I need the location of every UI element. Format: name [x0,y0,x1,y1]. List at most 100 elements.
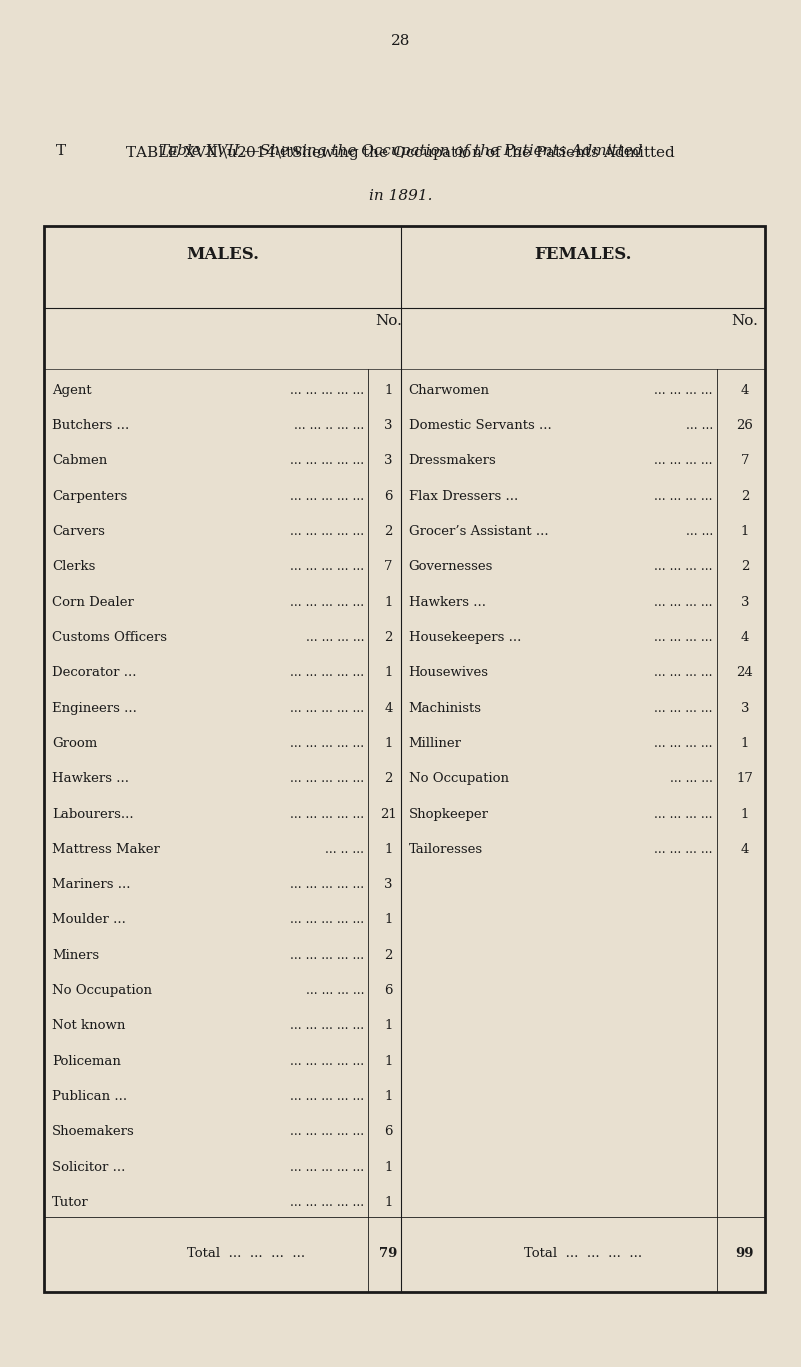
Text: 1: 1 [741,737,749,750]
Text: ... ... ... ...: ... ... ... ... [654,632,713,644]
Text: Table XVII.—​Shewing the Occupation of the Patients Admitted: Table XVII.—​Shewing the Occupation of t… [159,144,642,157]
Text: 2: 2 [384,525,392,539]
Text: 1: 1 [384,596,392,608]
Text: Carvers: Carvers [52,525,105,539]
Text: 1: 1 [384,843,392,856]
Text: ... ... ... ... ...: ... ... ... ... ... [290,1055,364,1068]
Text: Tutor: Tutor [52,1196,89,1208]
Text: 4: 4 [741,384,749,396]
Text: ... ... ... ... ...: ... ... ... ... ... [290,772,364,785]
Text: $\mathregular{T}$ABLE XVII.\u2014\itShewing the Occupation of the Patients Admit: $\mathregular{T}$ABLE XVII.\u2014\itShew… [125,144,676,161]
Text: ... ... ... ... ...: ... ... ... ... ... [290,1161,364,1174]
Text: Milliner: Milliner [409,737,461,750]
Text: MALES.: MALES. [186,246,259,262]
Text: Total  ...  ...  ...  ...: Total ... ... ... ... [187,1247,305,1260]
Text: Engineers ...: Engineers ... [52,701,137,715]
Text: Miners: Miners [52,949,99,962]
Text: Publican ...: Publican ... [52,1089,127,1103]
Text: 7: 7 [384,560,392,573]
Text: Corn Dealer: Corn Dealer [52,596,134,608]
Text: Decorator ...: Decorator ... [52,666,136,679]
Text: Groom: Groom [52,737,97,750]
Text: Agent: Agent [52,384,91,396]
Text: Charwomen: Charwomen [409,384,489,396]
Text: ... ... ... ...: ... ... ... ... [654,701,713,715]
Text: FEMALES.: FEMALES. [534,246,631,262]
Text: ... ... ... ...: ... ... ... ... [654,454,713,468]
Text: No Occupation: No Occupation [52,984,152,997]
Text: 1: 1 [384,737,392,750]
Text: ... ... ... ...: ... ... ... ... [654,843,713,856]
Text: Grocer’s Assistant ...: Grocer’s Assistant ... [409,525,548,539]
Text: ... ... ... ...: ... ... ... ... [654,489,713,503]
Text: ... ... ... ... ...: ... ... ... ... ... [290,808,364,820]
Text: Dressmakers: Dressmakers [409,454,497,468]
Text: 3: 3 [384,420,392,432]
Text: Mariners ...: Mariners ... [52,878,131,891]
Text: Butchers ...: Butchers ... [52,420,129,432]
Text: ... ... ... ...: ... ... ... ... [654,560,713,573]
Text: ... ... ... ...: ... ... ... ... [654,666,713,679]
Text: ... ... ... ... ...: ... ... ... ... ... [290,666,364,679]
Text: Shoemakers: Shoemakers [52,1125,135,1139]
Text: ... ... ... ... ...: ... ... ... ... ... [290,878,364,891]
Text: ... ... ... ... ...: ... ... ... ... ... [290,454,364,468]
Text: 4: 4 [741,843,749,856]
Text: 1: 1 [741,525,749,539]
Text: No.: No. [731,314,759,328]
Text: ... ... .. ... ...: ... ... .. ... ... [294,420,364,432]
Text: 3: 3 [384,454,392,468]
Text: No.: No. [375,314,402,328]
Text: Not known: Not known [52,1020,126,1032]
Text: 28: 28 [391,34,410,48]
Text: 1: 1 [384,1055,392,1068]
Text: ... ... ... ...: ... ... ... ... [306,632,364,644]
Text: Policeman: Policeman [52,1055,121,1068]
Text: Clerks: Clerks [52,560,95,573]
Text: Labourers...: Labourers... [52,808,134,820]
Text: Flax Dressers ...: Flax Dressers ... [409,489,517,503]
Text: ... ... ... ... ...: ... ... ... ... ... [290,1020,364,1032]
Text: Total  ...  ...  ...  ...: Total ... ... ... ... [524,1247,642,1260]
Text: 1: 1 [384,1161,392,1174]
Text: ... .. ...: ... .. ... [325,843,364,856]
Text: Cabmen: Cabmen [52,454,107,468]
Text: ... ... ... ... ...: ... ... ... ... ... [290,701,364,715]
Text: 3: 3 [741,596,749,608]
Text: Housekeepers ...: Housekeepers ... [409,632,521,644]
Text: 6: 6 [384,984,392,997]
Text: ... ... ... ... ...: ... ... ... ... ... [290,489,364,503]
Text: 2: 2 [384,772,392,785]
Text: 3: 3 [741,701,749,715]
Text: ... ... ... ...: ... ... ... ... [654,596,713,608]
Text: in 1891.: in 1891. [368,189,433,202]
Text: ... ...: ... ... [686,420,713,432]
Text: Moulder ...: Moulder ... [52,913,126,927]
Text: 26: 26 [736,420,754,432]
Text: ... ... ... ... ...: ... ... ... ... ... [290,560,364,573]
Text: 17: 17 [736,772,754,785]
Text: 3: 3 [384,878,392,891]
Text: 1: 1 [741,808,749,820]
Text: ... ... ... ...: ... ... ... ... [306,984,364,997]
Text: ... ... ... ... ...: ... ... ... ... ... [290,949,364,962]
Text: 99: 99 [735,1247,755,1260]
Text: 2: 2 [741,560,749,573]
Text: ... ... ...: ... ... ... [670,772,713,785]
Text: ... ... ... ... ...: ... ... ... ... ... [290,525,364,539]
Text: ... ... ... ... ...: ... ... ... ... ... [290,913,364,927]
Text: Domestic Servants ...: Domestic Servants ... [409,420,551,432]
Text: ... ... ... ... ...: ... ... ... ... ... [290,737,364,750]
Text: 79: 79 [380,1247,397,1260]
Text: Governesses: Governesses [409,560,493,573]
Text: ... ...: ... ... [686,525,713,539]
Text: 2: 2 [741,489,749,503]
Text: Machinists: Machinists [409,701,481,715]
Text: 1: 1 [384,384,392,396]
Text: 1: 1 [384,1089,392,1103]
Text: ... ... ... ...: ... ... ... ... [654,384,713,396]
Text: 24: 24 [737,666,753,679]
Text: 6: 6 [384,489,392,503]
Text: ... ... ... ... ...: ... ... ... ... ... [290,1125,364,1139]
Text: Mattress Maker: Mattress Maker [52,843,160,856]
